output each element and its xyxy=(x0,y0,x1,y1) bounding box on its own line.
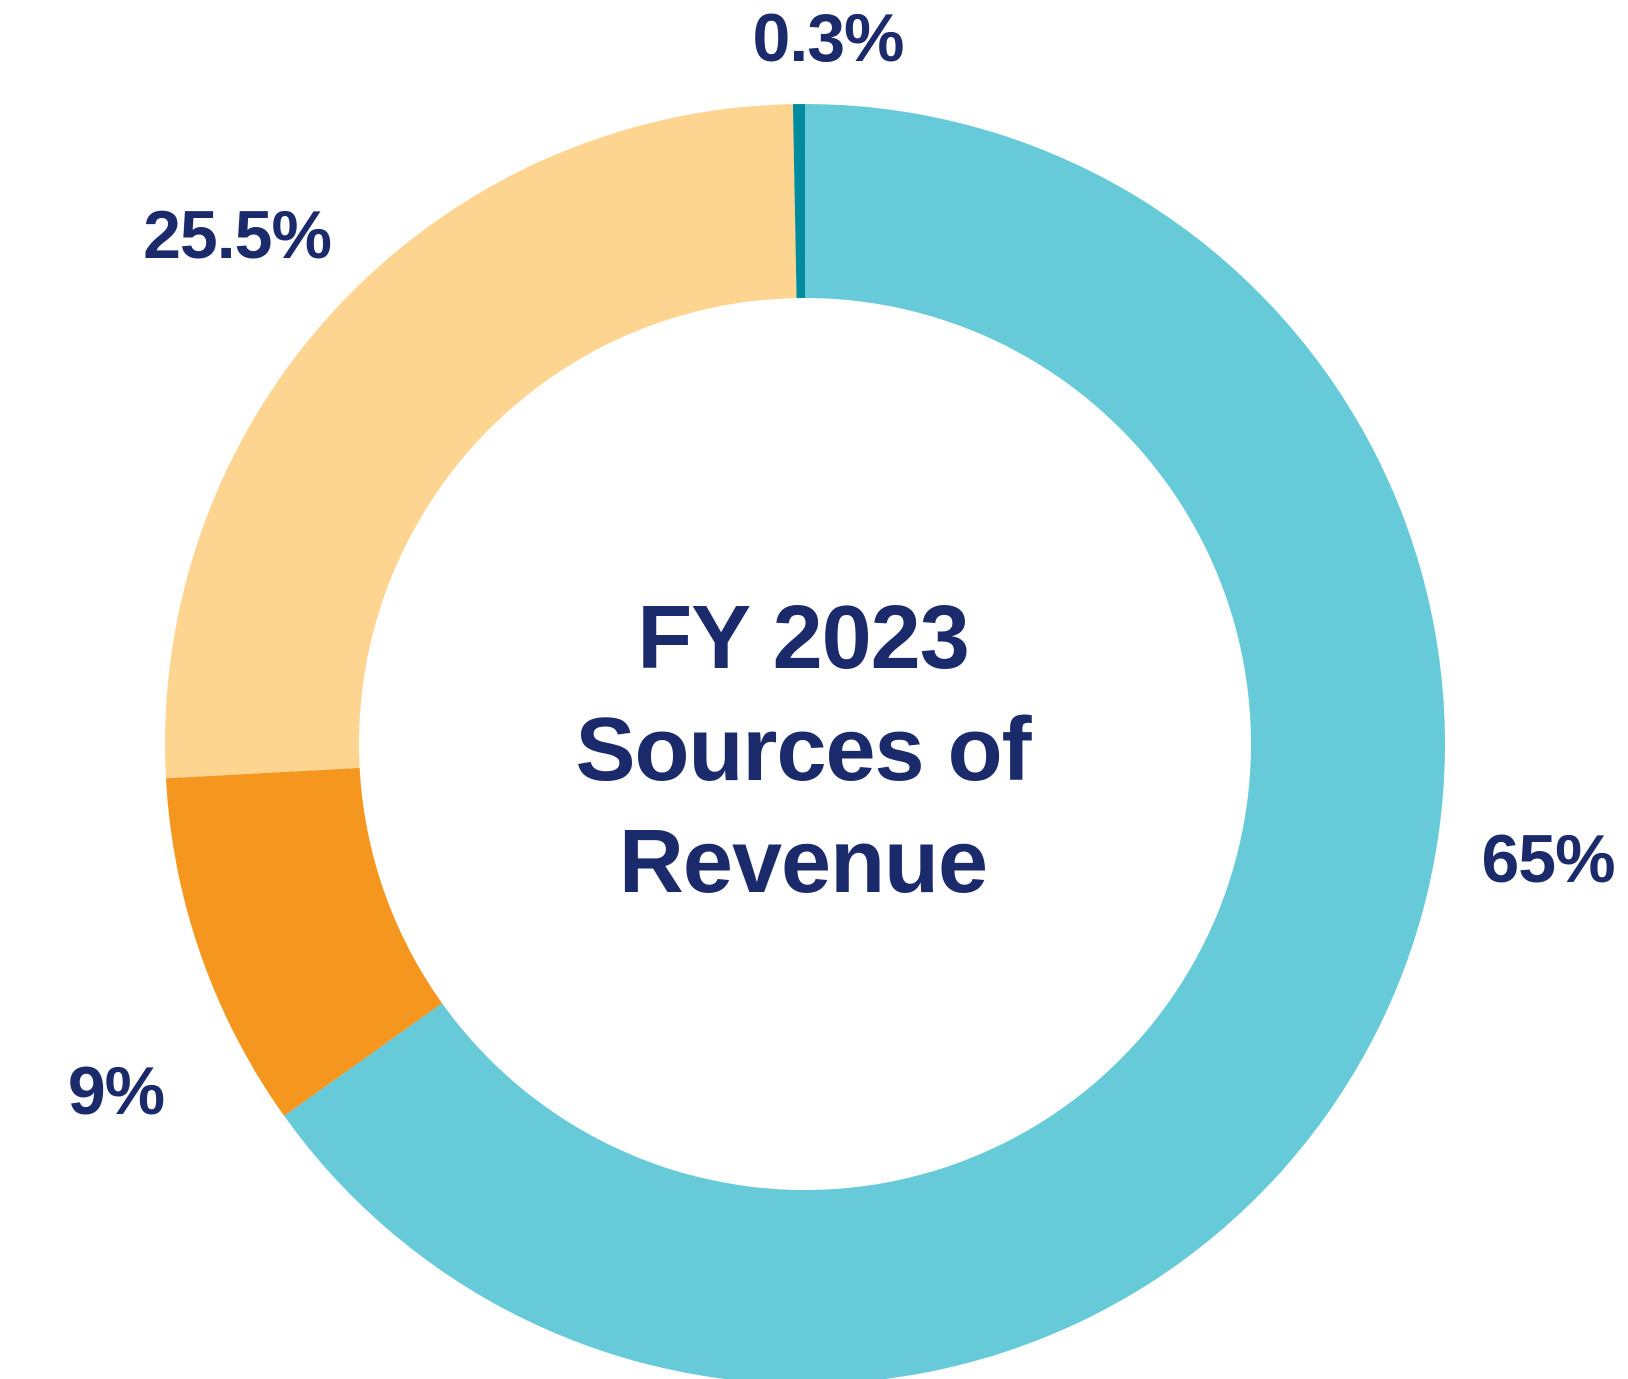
donut-slices xyxy=(165,104,1446,1379)
slice-label-0: 65% xyxy=(1481,821,1614,897)
chart-title-line-3: Revenue xyxy=(619,812,987,912)
chart-title: FY 2023 Sources of Revenue xyxy=(575,588,1033,912)
slice-label-3: 0.3% xyxy=(753,0,904,76)
slice-label-2: 25.5% xyxy=(143,197,331,273)
slice-label-1: 9% xyxy=(68,1053,164,1129)
donut-slice-3 xyxy=(792,104,805,299)
donut-slice-2 xyxy=(165,104,797,779)
donut-slice-1 xyxy=(165,767,443,1116)
chart-title-line-1: FY 2023 xyxy=(637,588,969,688)
slice-labels: 65% 9% 25.5% 0.3% xyxy=(68,0,1616,1129)
donut-slice-0 xyxy=(284,104,1446,1379)
chart-title-line-2: Sources of xyxy=(575,700,1032,800)
